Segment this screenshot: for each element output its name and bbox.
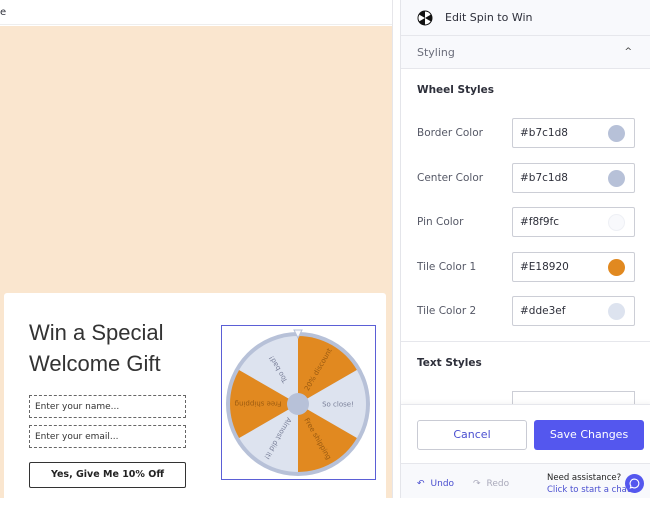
color-swatch[interactable]	[608, 258, 625, 276]
wheel-tile	[298, 336, 357, 404]
wheel-selection[interactable]: 20% discount So close! Free shipping Almost…	[221, 325, 376, 480]
chat-bubble-icon	[629, 478, 640, 489]
start-chat-link[interactable]: Click to start a chat	[547, 485, 631, 495]
color-input[interactable]: #f8f9fc	[512, 207, 635, 237]
color-label: Border Color	[417, 127, 483, 139]
color-value: #E18920	[520, 261, 569, 273]
topbar-text: e	[0, 7, 7, 18]
wheel-tile	[239, 336, 298, 404]
undo-label: Undo	[430, 479, 455, 489]
color-input[interactable]: #E18920	[512, 252, 635, 282]
styling-accordion[interactable]: Styling ^	[401, 36, 650, 69]
color-swatch[interactable]	[608, 124, 625, 142]
edit-panel: Edit Spin to Win Styling ^ Wheel Styles …	[400, 0, 650, 498]
color-input[interactable]: #dde3ef	[512, 296, 635, 326]
cancel-button[interactable]: Cancel	[417, 420, 527, 450]
color-value: #f8f9fc	[520, 216, 560, 228]
footer: ↶ Undo ↷ Redo Need assistance? Click to st…	[401, 463, 650, 498]
wheel-pin	[293, 329, 303, 340]
name-input[interactable]: Enter your name...	[29, 395, 186, 418]
wheel-tile	[230, 370, 298, 438]
wheel-center	[287, 393, 309, 415]
wheel-icon	[417, 10, 433, 25]
color-value: #dde3ef	[520, 305, 566, 317]
undo-icon: ↶	[417, 479, 425, 489]
color-row: Tile Color 1 #E18920	[417, 252, 635, 282]
color-row: Border Color #b7c1d8	[417, 118, 635, 148]
color-swatch[interactable]	[608, 302, 625, 320]
color-label: Tile Color 1	[417, 261, 477, 273]
text-styles-heading: Text Styles	[417, 357, 482, 369]
color-label: Center Color	[417, 172, 484, 184]
help-question: Need assistance?	[547, 473, 622, 483]
preview-pane: e Win a Special Welcome Gift Enter your …	[0, 0, 393, 498]
styling-label: Styling	[417, 45, 455, 59]
preview-topbar: e	[0, 0, 392, 25]
undo-button[interactable]: ↶ Undo	[417, 479, 454, 489]
wheel-tile-label: Free shipping	[235, 400, 282, 408]
save-changes-button[interactable]: Save Changes	[534, 420, 644, 450]
redo-button[interactable]: ↷ Redo	[473, 479, 509, 489]
color-swatch[interactable]	[608, 169, 625, 187]
wheel-tile	[239, 404, 298, 472]
redo-label: Redo	[486, 479, 510, 489]
panel-title: Edit Spin to Win	[445, 11, 533, 24]
action-bar: Cancel Save Changes	[401, 404, 650, 463]
wheel-styles-heading: Wheel Styles	[417, 84, 494, 96]
chevron-up-icon[interactable]: ^	[624, 47, 632, 57]
help-text: Need assistance? Click to start a chat	[547, 472, 630, 496]
wheel-tile	[298, 370, 366, 438]
color-label: Tile Color 2	[417, 305, 477, 317]
color-value: #b7c1d8	[520, 172, 568, 184]
color-row: Pin Color #f8f9fc	[417, 207, 635, 237]
panel-header: Edit Spin to Win	[401, 0, 650, 36]
color-value: #b7c1d8	[520, 127, 568, 139]
chat-button[interactable]	[625, 474, 644, 493]
color-input[interactable]: #b7c1d8	[512, 163, 635, 193]
divider	[401, 341, 650, 342]
color-row: Center Color #b7c1d8	[417, 163, 635, 193]
email-input[interactable]: Enter your email...	[29, 425, 186, 448]
color-swatch[interactable]	[608, 213, 625, 231]
wheel-tile	[298, 404, 357, 472]
cta-button[interactable]: Yes, Give Me 10% Off	[29, 462, 186, 488]
color-input[interactable]: #b7c1d8	[512, 118, 635, 148]
color-label: Pin Color	[417, 216, 464, 228]
popup-title: Win a Special Welcome Gift	[29, 320, 164, 376]
text-style-field[interactable]	[512, 391, 635, 405]
color-row: Tile Color 2 #dde3ef	[417, 296, 635, 326]
redo-icon: ↷	[473, 479, 481, 489]
preview-canvas: Win a Special Welcome Gift Enter your na…	[0, 26, 392, 513]
spin-popup: Win a Special Welcome Gift Enter your na…	[4, 293, 386, 513]
wheel-tile-label: So close!	[322, 401, 354, 409]
